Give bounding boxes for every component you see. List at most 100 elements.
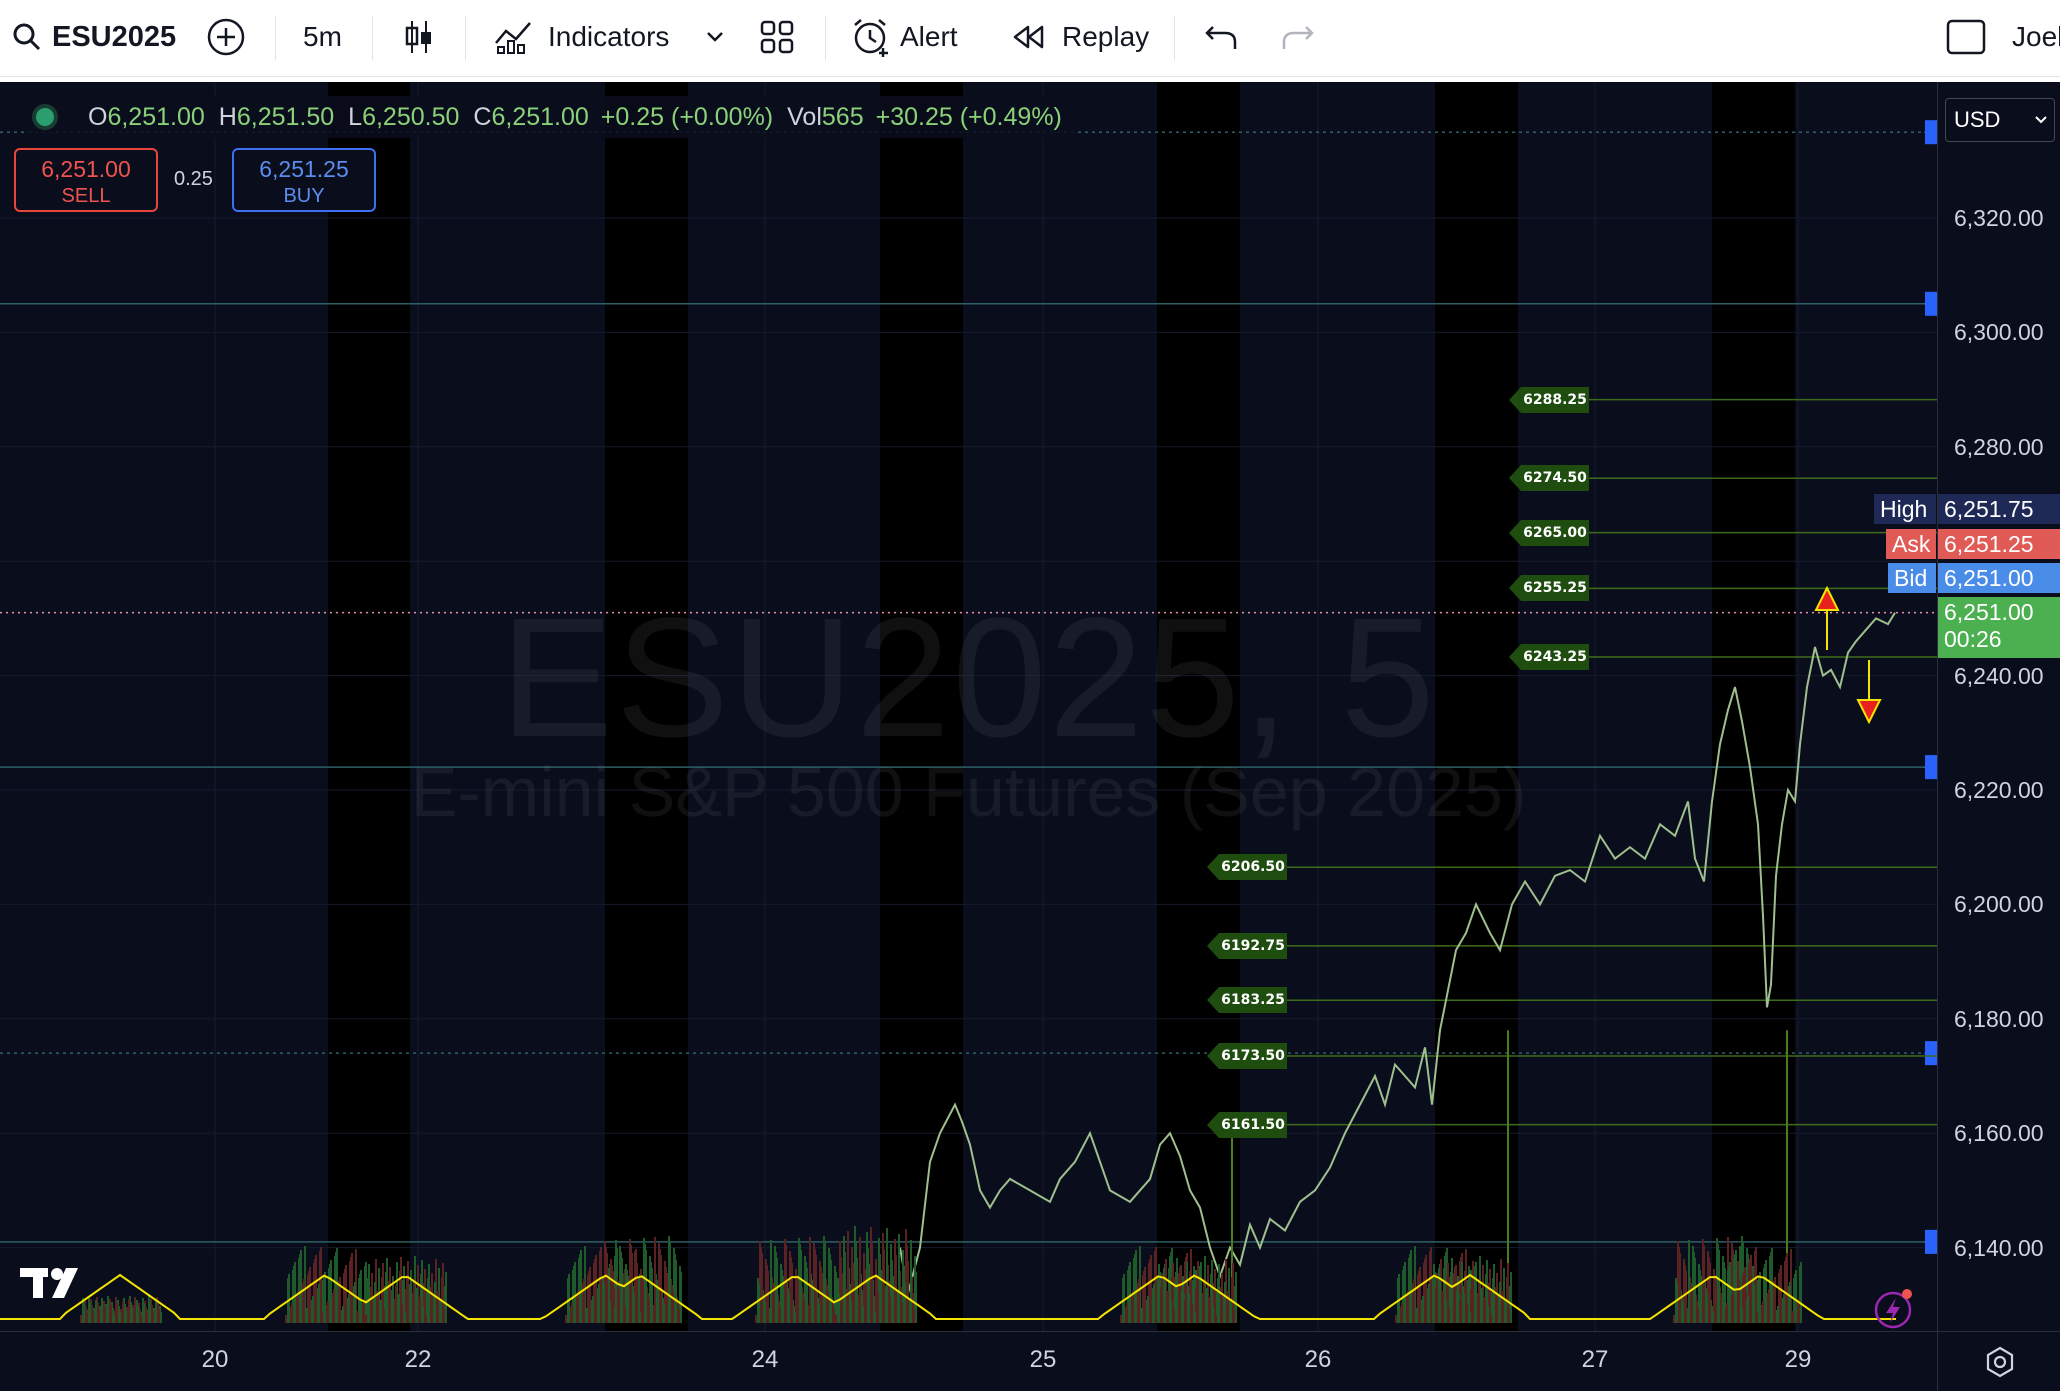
volume-bar [327, 1301, 329, 1323]
volume-bar [1468, 1266, 1470, 1323]
chart-pane[interactable] [0, 82, 1937, 1331]
volume-bar [1783, 1294, 1785, 1323]
volume-bar [1214, 1269, 1216, 1323]
volume-bar [847, 1231, 849, 1323]
volume-bar [770, 1240, 772, 1323]
volume-bar [794, 1312, 796, 1323]
high-label: H [218, 102, 237, 131]
volume-bar [113, 1314, 115, 1323]
top-toolbar: ESU2025 5m Indicators Alert Replay Joel [0, 0, 2060, 77]
buy-label: BUY [283, 185, 325, 207]
buy-button[interactable]: 6,251.25 BUY [232, 148, 376, 212]
volume-bar [440, 1300, 442, 1323]
bar-countdown: 00:26 [1944, 626, 2002, 652]
volume-bar [1478, 1279, 1480, 1323]
volume-bar [1191, 1303, 1193, 1323]
layouts-button[interactable] [760, 0, 794, 74]
volume-bar [1428, 1284, 1430, 1323]
volume-bar [160, 1312, 162, 1323]
tradingview-logo[interactable] [20, 1266, 86, 1305]
volume-bar [886, 1228, 888, 1323]
volume-bar [365, 1262, 367, 1323]
line-handle [1925, 291, 1937, 316]
symbol-search[interactable]: ESU2025 [12, 0, 176, 74]
volume-bar [1460, 1285, 1462, 1323]
volume-bar [386, 1258, 388, 1323]
volume-bar [1233, 1309, 1235, 1323]
fullscreen-button[interactable] [1946, 0, 1986, 74]
volume-bar [654, 1237, 656, 1323]
price-chart [0, 82, 1937, 1331]
volume-bar [1451, 1258, 1453, 1323]
currency-select[interactable]: USD [1945, 98, 2055, 142]
replay-button[interactable]: Replay [1012, 0, 1149, 74]
volume-bar [443, 1309, 445, 1323]
volume-bar [589, 1267, 591, 1323]
sell-button[interactable]: 6,251.00 SELL [14, 148, 158, 212]
volume-bar [1744, 1267, 1746, 1323]
indicators-dropdown[interactable] [704, 0, 726, 74]
volume-bar [1706, 1294, 1708, 1323]
volume-bar [803, 1299, 805, 1323]
volume-bar [603, 1284, 605, 1323]
volume-bar [835, 1272, 837, 1323]
volume-bar [1685, 1271, 1687, 1323]
redo-button[interactable] [1282, 0, 1314, 74]
volume-bar [1194, 1312, 1196, 1323]
volume-bar [898, 1234, 900, 1323]
volume-bar [318, 1284, 320, 1323]
volume-bar [1445, 1300, 1447, 1323]
volume-bar [1712, 1312, 1714, 1323]
volume-bar [1404, 1262, 1406, 1323]
volume-bar [889, 1297, 891, 1323]
undo-button[interactable] [1205, 0, 1237, 74]
price-axis[interactable] [1937, 82, 2060, 1331]
volume-bar [1150, 1255, 1152, 1323]
toolbar-divider [372, 16, 373, 60]
volume-bar [657, 1286, 659, 1323]
time-tick: 26 [1304, 1346, 1332, 1373]
level-label: 6192.75 [1207, 932, 1287, 959]
volume-bar [1193, 1266, 1195, 1323]
volume-bar [800, 1250, 802, 1323]
price-tick: 6,200.00 [1954, 891, 2044, 918]
volume-label: Vol [787, 102, 822, 131]
volume-bar [1510, 1272, 1512, 1323]
volume-bar [767, 1271, 769, 1323]
chart-type-button[interactable] [403, 0, 435, 74]
ask-tag-value: 6,251.25 [1938, 529, 2060, 559]
volume-bar [119, 1312, 121, 1323]
volume-bar [630, 1245, 632, 1323]
alert-button[interactable]: Alert [850, 0, 958, 74]
volume-bar [1732, 1291, 1734, 1323]
level-label: 6173.50 [1207, 1042, 1287, 1069]
volume-bar [663, 1304, 665, 1323]
chart-settings-button[interactable] [1937, 1331, 2060, 1391]
volume-bar [297, 1291, 299, 1323]
sell-price: 6,251.00 [41, 156, 131, 182]
volume-bar [1502, 1291, 1504, 1323]
volume-bar [383, 1309, 385, 1323]
user-menu[interactable]: Joel [2012, 0, 2060, 74]
volume-bar [1221, 1273, 1223, 1323]
time-tick: 20 [201, 1346, 229, 1373]
high-tag-value: 6,251.75 [1938, 494, 2060, 524]
volume-bar [583, 1279, 585, 1323]
volume-bar [1780, 1265, 1782, 1323]
volume-bar [1433, 1264, 1435, 1323]
volume-bar [1759, 1272, 1761, 1323]
volume-bar [357, 1311, 359, 1323]
time-axis[interactable] [0, 1331, 1937, 1391]
interval-button[interactable]: 5m [303, 0, 342, 74]
volume-bar [1490, 1315, 1492, 1323]
volume-bar [859, 1237, 861, 1323]
price-tick: 6,180.00 [1954, 1005, 2044, 1032]
price-tick: 6,280.00 [1954, 433, 2044, 460]
compare-button[interactable] [206, 0, 246, 74]
volume-bar [761, 1253, 763, 1323]
volume-bar [89, 1302, 91, 1323]
volume-bar [1762, 1301, 1764, 1323]
volume-bar [1469, 1312, 1471, 1323]
lightning-button[interactable] [1873, 1286, 1917, 1335]
indicators-button[interactable]: Indicators [494, 0, 669, 74]
